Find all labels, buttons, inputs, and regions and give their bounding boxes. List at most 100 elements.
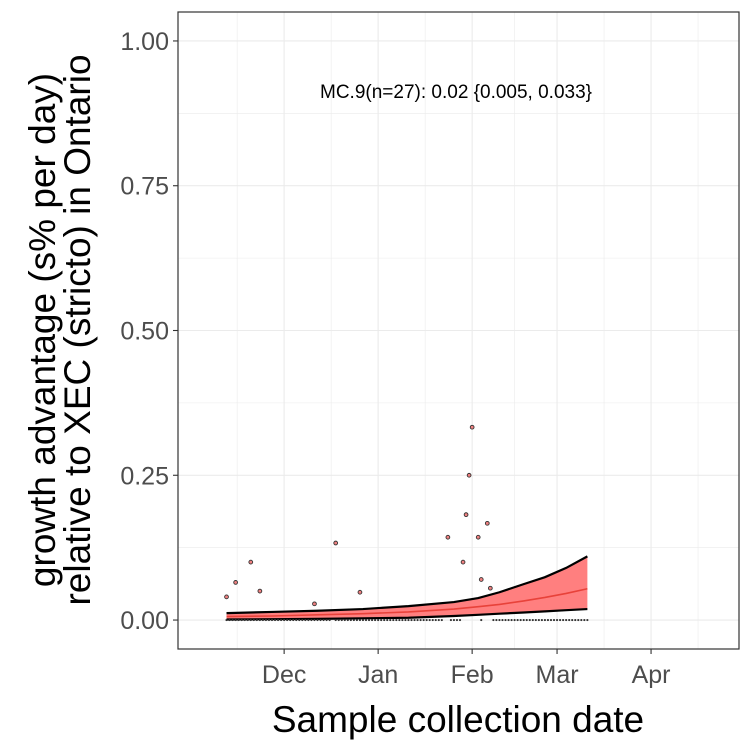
zero-point (552, 618, 556, 622)
confidence-ribbon (226, 556, 588, 620)
zero-point (355, 618, 359, 622)
zero-point (322, 618, 325, 622)
zero-point (273, 618, 277, 622)
zero-point (316, 618, 319, 622)
zero-point (319, 618, 322, 622)
y-axis-ticks: 0.00 0.25 0.50 0.75 1.00 (120, 28, 178, 635)
data-points (224, 424, 493, 607)
data-point (233, 580, 238, 585)
zero-point (498, 618, 501, 622)
zero-point (386, 618, 389, 622)
zero-point (243, 618, 246, 622)
data-point (460, 559, 466, 565)
zero-point (586, 618, 589, 622)
data-point (487, 585, 493, 591)
zero-point (343, 618, 346, 622)
zero-point (340, 618, 343, 622)
zero-point (252, 618, 255, 622)
zero-point (374, 618, 377, 622)
growth-annotation: MC.9(n=27): 0.02 {0.005, 0.033} (320, 82, 592, 103)
zero-point (280, 618, 283, 622)
data-point (333, 540, 339, 546)
zero-point (228, 618, 231, 622)
x-axis-title: Sample collection date (272, 699, 644, 740)
zero-point (431, 618, 434, 622)
zero-point (574, 618, 577, 622)
zero-point (313, 618, 316, 622)
zero-point (310, 618, 313, 622)
x-tick-label: Feb (451, 661, 494, 689)
zero-point (577, 618, 580, 622)
x-axis-ticks: Dec Jan Feb Mar Apr (262, 649, 671, 689)
zero-point (389, 618, 392, 622)
zero-point (261, 618, 265, 622)
zero-point (264, 618, 268, 622)
zero-point (455, 618, 459, 622)
zero-point (440, 618, 443, 622)
zero-point (562, 618, 565, 622)
data-point (484, 520, 490, 526)
zero-point (307, 618, 310, 622)
zero-point (304, 618, 307, 622)
data-point (248, 559, 254, 565)
zero-point (361, 618, 365, 622)
zero-point (419, 618, 422, 622)
zero-point (428, 618, 431, 622)
zero-point (492, 618, 495, 622)
zero-point (249, 618, 252, 622)
y-tick-label: 0.25 (120, 462, 169, 490)
zero-point (325, 618, 328, 622)
zero-point (558, 618, 562, 622)
data-point (445, 534, 451, 540)
zero-point (289, 618, 292, 622)
zero-point (528, 618, 531, 622)
y-axis-title: growth advantage (s% per day) relative t… (22, 54, 98, 605)
zero-point (301, 618, 304, 622)
zero-point (437, 618, 440, 622)
data-point (478, 577, 484, 582)
zero-point (234, 618, 237, 622)
zero-point (522, 618, 525, 622)
zero-point (480, 618, 483, 622)
zero-point (395, 618, 398, 622)
zero-point (540, 618, 543, 622)
zero-point (422, 618, 425, 622)
zero-point (555, 618, 559, 622)
zero-point (404, 618, 407, 622)
data-point (463, 512, 469, 518)
zero-point (519, 618, 522, 622)
upper-bound-line (226, 555, 588, 615)
zero-point (413, 618, 416, 622)
zero-point (568, 618, 571, 622)
zero-point (246, 618, 249, 622)
zero-point (543, 618, 547, 622)
zero-point (267, 618, 271, 622)
zero-point (276, 618, 280, 622)
zero-point (392, 618, 395, 622)
data-point (224, 594, 229, 600)
zero-point (367, 618, 371, 622)
y-tick-label: 0.75 (120, 173, 169, 201)
zero-point (580, 618, 583, 622)
data-point (466, 472, 472, 478)
zero-point (286, 618, 289, 622)
zero-value-points (225, 618, 589, 622)
zero-point (401, 618, 404, 622)
x-tick-label: Apr (632, 661, 671, 689)
data-point (475, 534, 481, 540)
zero-point (407, 618, 410, 622)
zero-point (334, 618, 337, 622)
zero-point (283, 618, 286, 622)
zero-point (583, 618, 586, 622)
zero-point (383, 618, 386, 622)
zero-point (525, 618, 528, 622)
zero-point (458, 618, 462, 622)
zero-point (507, 618, 510, 622)
data-point (257, 588, 263, 594)
zero-point (513, 618, 516, 622)
zero-point (504, 618, 507, 622)
y-tick-label: 1.00 (120, 28, 169, 56)
zero-point (410, 618, 413, 622)
zero-point (380, 618, 383, 622)
